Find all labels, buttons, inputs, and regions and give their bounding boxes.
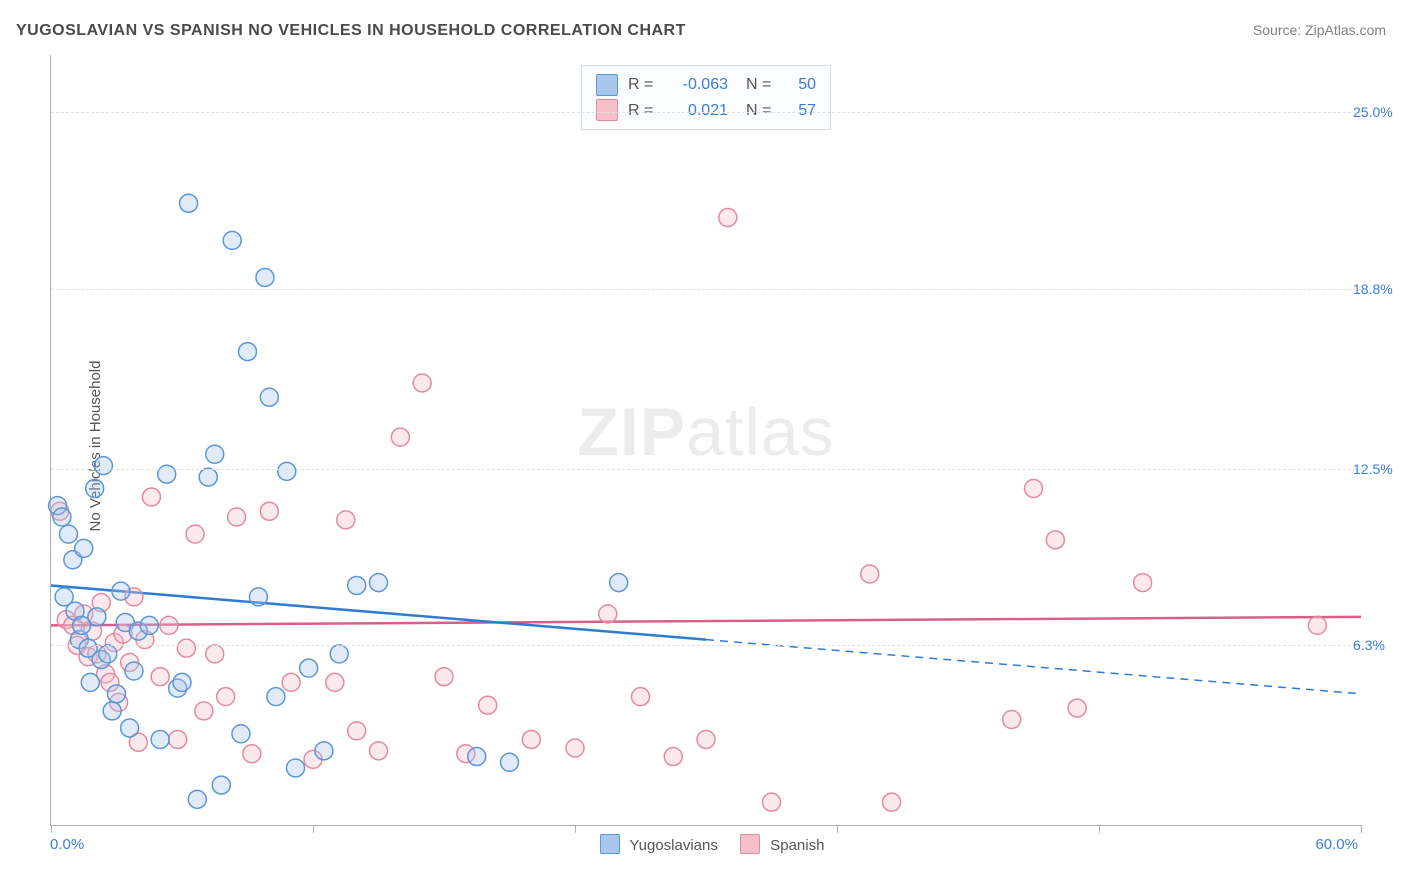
y-tick-label: 6.3% (1353, 637, 1406, 653)
source-label: Source: ZipAtlas.com (1253, 22, 1386, 38)
legend-label-1: Yugoslavians (629, 837, 717, 854)
chart-container: YUGOSLAVIAN VS SPANISH NO VEHICLES IN HO… (0, 0, 1406, 892)
swatch-pink-icon (596, 99, 618, 121)
plot-area: ZIPatlas R =-0.063 N =50 R =0.021 N =57 … (50, 55, 1361, 826)
stat-row-2: R =0.021 N =57 (596, 98, 816, 124)
chart-title: YUGOSLAVIAN VS SPANISH NO VEHICLES IN HO… (16, 22, 686, 40)
source-link[interactable]: ZipAtlas.com (1305, 22, 1386, 38)
chart-svg (51, 55, 1361, 825)
stat-box: R =-0.063 N =50 R =0.021 N =57 (581, 65, 831, 130)
y-tick-label: 18.8% (1353, 281, 1406, 297)
legend-label-2: Spanish (770, 837, 824, 854)
legend-swatch-blue-icon (600, 834, 620, 854)
y-tick-label: 12.5% (1353, 461, 1406, 477)
swatch-blue-icon (596, 74, 618, 96)
y-tick-label: 25.0% (1353, 104, 1406, 120)
stat-row-1: R =-0.063 N =50 (596, 72, 816, 98)
legend-swatch-pink-icon (740, 834, 760, 854)
bottom-legend: Yugoslavians Spanish (0, 834, 1406, 854)
